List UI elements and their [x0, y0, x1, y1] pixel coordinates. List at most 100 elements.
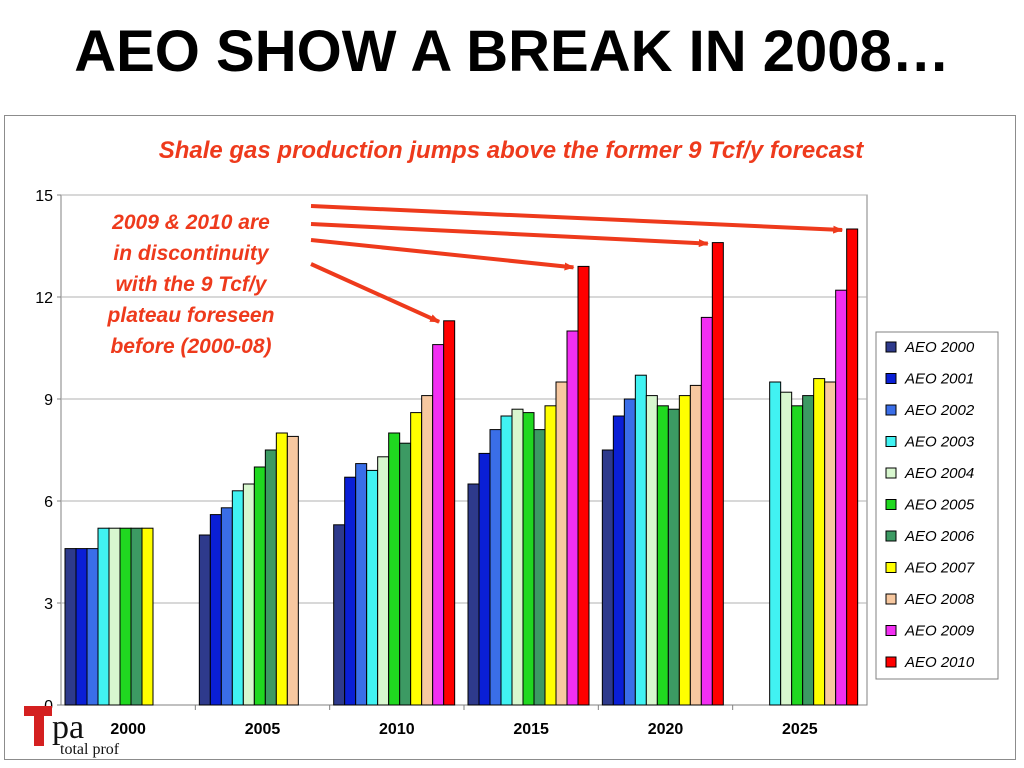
bar-aeo-2008-2015	[555, 381, 568, 706]
x-tick-label: 2000	[110, 721, 146, 738]
legend-swatch	[885, 404, 897, 416]
logo: pa total prof	[24, 706, 120, 758]
bar-aeo-2007-2015	[544, 405, 557, 706]
bar-aeo-2010-2015	[577, 265, 590, 706]
legend-label: AEO 2009	[904, 623, 975, 640]
bar-aeo-2007-2020	[678, 395, 691, 706]
bar-aeo-2005-2025	[791, 405, 804, 706]
bar-aeo-2001-2005	[209, 514, 222, 706]
annotation: 2009 & 2010 are in discontinuity with the …	[107, 211, 275, 358]
bar-aeo-2000-2020	[601, 449, 614, 706]
annotation-arrow	[310, 222, 709, 248]
legend-swatch	[885, 530, 897, 542]
legend-label: AEO 2005	[904, 497, 975, 514]
bar-aeo-2004-2010	[377, 456, 390, 706]
annotation-line: in discontinuity	[113, 242, 269, 265]
legend-swatch	[885, 625, 897, 636]
chart-frame: Shale gas production jumps above the for…	[4, 115, 1016, 760]
y-tick-label: 9	[44, 392, 53, 409]
bar-aeo-2001-2000	[75, 548, 88, 706]
annotation-line: plateau foreseen	[107, 304, 275, 327]
chart-title: Shale gas production jumps above the for…	[159, 137, 865, 164]
bar-aeo-2004-2000	[108, 527, 121, 706]
bar-aeo-2004-2015	[511, 408, 524, 706]
bar-aeo-2000-2000	[64, 548, 77, 706]
legend-label: AEO 2002	[904, 402, 975, 419]
bar-aeo-2006-2000	[130, 527, 143, 706]
plot-area	[60, 194, 868, 706]
bar-aeo-2004-2020	[645, 395, 658, 706]
legend	[875, 331, 999, 680]
bar-aeo-2010-2010	[443, 320, 456, 706]
bar-aeo-2000-2005	[198, 534, 211, 706]
bar-aeo-2004-2025	[780, 391, 793, 706]
bar-aeo-2006-2010	[399, 442, 412, 706]
bar-aeo-2001-2015	[478, 452, 491, 706]
bar-aeo-2003-2020	[634, 374, 647, 706]
annotation-arrow	[310, 238, 575, 271]
legend-label: AEO 2003	[904, 434, 975, 451]
bar-aeo-2010-2020	[711, 242, 724, 706]
x-tick-label: 2025	[782, 721, 818, 738]
bar-aeo-2005-2000	[119, 527, 132, 706]
annotation-line: with the 9 Tcf/y	[116, 273, 268, 296]
bar-aeo-2004-2005	[242, 483, 255, 706]
bar-aeo-2009-2010	[432, 344, 445, 706]
logo-mark-text: pa	[52, 709, 84, 746]
legend-swatch	[885, 341, 897, 353]
bar-aeo-2002-2015	[489, 429, 502, 706]
bar-aeo-2001-2020	[612, 415, 625, 706]
bar-aeo-2010-2025	[846, 228, 859, 706]
legend-swatch	[885, 373, 897, 384]
bar-aeo-2006-2015	[533, 429, 546, 706]
bar-aeo-2008-2005	[286, 435, 299, 706]
bar-aeo-2002-2005	[220, 507, 233, 706]
bar-aeo-2000-2015	[467, 483, 480, 706]
bar-aeo-2007-2000	[141, 527, 154, 706]
legend-label: AEO 2001	[904, 371, 974, 388]
bar-aeo-2006-2005	[264, 449, 277, 706]
bar-aeo-2006-2020	[667, 408, 680, 706]
y-tick-label: 15	[35, 188, 53, 205]
bar-aeo-2007-2005	[275, 432, 288, 706]
legend-swatch	[885, 436, 897, 447]
bar-aeo-2008-2020	[689, 384, 702, 706]
bar-aeo-2005-2015	[522, 412, 535, 706]
bar-aeo-2007-2010	[410, 412, 423, 706]
bar-aeo-2005-2010	[388, 432, 401, 706]
bar-aeo-2009-2020	[700, 316, 713, 706]
legend-label: AEO 2004	[904, 465, 974, 482]
bar-aeo-2003-2005	[231, 490, 244, 706]
legend-swatch	[885, 593, 897, 605]
annotation-line: 2009 & 2010 are	[111, 211, 270, 234]
x-tick-label: 2015	[513, 721, 549, 738]
bar-aeo-2002-2010	[355, 463, 368, 706]
legend-swatch	[885, 562, 897, 573]
y-tick-label: 12	[35, 290, 53, 307]
bar-aeo-2003-2010	[366, 469, 379, 706]
legend-label: AEO 2000	[904, 339, 975, 356]
bar-aeo-2006-2025	[802, 395, 815, 706]
bar-aeo-2003-2025	[769, 381, 782, 706]
annotation-arrow	[310, 204, 844, 234]
bar-aeo-2000-2010	[333, 524, 346, 706]
bar-aeo-2005-2005	[253, 466, 266, 706]
legend-swatch	[885, 467, 897, 479]
bar-aeo-2009-2025	[835, 289, 848, 706]
legend-label: AEO 2008	[904, 591, 975, 608]
page-title: AEO SHOW A BREAK IN 2008…	[74, 19, 950, 84]
bar-aeo-2002-2000	[86, 548, 99, 706]
legend-label: AEO 2006	[904, 528, 975, 545]
legend-swatch	[885, 656, 897, 668]
x-tick-label: 2010	[379, 721, 415, 738]
x-tick-label: 2005	[245, 721, 281, 738]
bar-aeo-2008-2025	[824, 381, 837, 706]
bar-chart: Shale gas production jumps above the for…	[35, 137, 999, 738]
bar-aeo-2007-2025	[813, 378, 826, 706]
bar-aeo-2009-2015	[566, 330, 579, 706]
logo-t-mark	[24, 706, 52, 746]
x-tick-label: 2020	[648, 721, 684, 738]
bar-aeo-2003-2015	[500, 415, 513, 706]
annotation-line: before (2000-08)	[110, 335, 271, 358]
logo-caption: total prof	[60, 741, 120, 758]
